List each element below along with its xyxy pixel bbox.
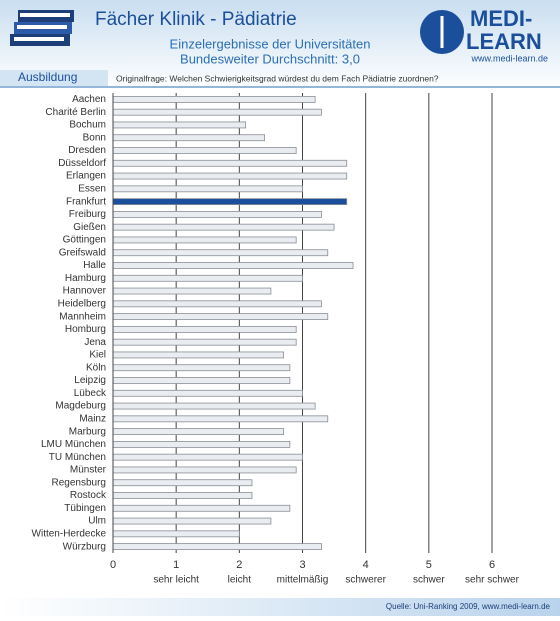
bar [112, 287, 272, 295]
bar [112, 325, 297, 333]
bar [112, 351, 284, 359]
bar [112, 223, 335, 231]
bar [112, 453, 303, 461]
y-tick-label: Homburg [65, 324, 106, 335]
y-tick-label: Regensburg [52, 477, 106, 488]
bar [112, 159, 348, 167]
bar [112, 543, 322, 551]
y-tick-label: Düsseldorf [58, 158, 106, 169]
x-tick-label: 3 [299, 559, 305, 571]
y-tick-label: Erlangen [66, 171, 106, 182]
bar [112, 210, 322, 218]
question: Originalfrage: Welchen Schwierigkeitsgra… [116, 73, 439, 83]
bar [112, 415, 329, 423]
x-tick-label: 4 [363, 559, 369, 571]
bar [112, 402, 316, 410]
y-tick-label: Heidelberg [58, 298, 106, 309]
y-tick-label: Charité Berlin [45, 107, 106, 118]
x-tick-name: sehr schwer [465, 575, 520, 586]
y-tick-label: Mannheim [59, 311, 106, 322]
bar [112, 185, 303, 193]
x-tick-name: leicht [228, 575, 252, 586]
y-tick-label: Köln [86, 362, 106, 373]
bar [112, 262, 354, 269]
y-tick-label: Tübingen [64, 503, 106, 514]
bar [112, 338, 297, 346]
section-label: Ausbildung [18, 70, 77, 84]
x-tick-name: schwer [413, 575, 445, 586]
bar [112, 121, 247, 129]
y-tick-label: Aachen [72, 94, 106, 105]
average-note: Bundesweiter Durchschnitt: 3,0 [180, 51, 360, 66]
y-tick-label: Bonn [83, 132, 106, 143]
x-tick-label: 1 [173, 559, 179, 571]
y-tick-label: Ulm [88, 516, 106, 527]
y-tick-label: Gießen [73, 222, 106, 233]
section-tab [0, 70, 108, 86]
y-tick-label: Greifswald [59, 247, 106, 258]
y-tick-label: Göttingen [63, 235, 106, 246]
bar [112, 134, 266, 142]
y-tick-label: Freiburg [69, 209, 106, 220]
x-tick-label: 5 [426, 559, 432, 571]
y-tick-label: Magdeburg [55, 401, 106, 412]
y-tick-label: Jena [84, 337, 106, 348]
x-tick-label: 6 [489, 559, 495, 571]
source: Quelle: Uni-Ranking 2009, www.medi-learn… [386, 602, 551, 611]
bar [112, 236, 297, 244]
y-tick-label: Essen [78, 183, 106, 194]
bar [112, 428, 284, 436]
bar [112, 249, 329, 257]
bar [112, 479, 253, 487]
y-tick-label: LMU München [41, 439, 106, 450]
book-icon [10, 10, 74, 46]
footer-band [0, 598, 560, 616]
y-tick-label: Leipzig [74, 375, 106, 386]
x-tick-name: schwerer [345, 575, 386, 586]
bar [112, 364, 291, 372]
bar [112, 466, 297, 474]
y-tick-label: Hannover [63, 286, 107, 297]
y-tick-label: Dresden [68, 145, 106, 156]
bar [112, 147, 297, 154]
y-tick-label: Rostock [70, 490, 107, 501]
x-tick-name: mittelmäßig [277, 575, 329, 586]
bar [112, 389, 303, 397]
bar [112, 300, 322, 308]
bar [112, 172, 348, 180]
y-tick-label: Witten-Herdecke [32, 528, 107, 539]
bar [112, 313, 329, 321]
y-tick-label: Lübeck [74, 388, 107, 399]
bar [112, 504, 291, 512]
bar [112, 517, 272, 525]
bar [112, 274, 303, 282]
x-tick-label: 2 [236, 559, 242, 571]
y-tick-label: Kiel [89, 350, 106, 361]
y-tick-label: Mainz [79, 413, 106, 424]
y-tick-label: Würzburg [63, 541, 106, 552]
y-tick-label: Hamburg [65, 273, 106, 284]
y-tick-label: Bochum [69, 120, 106, 131]
y-tick-label: TU München [49, 452, 106, 463]
title: Fächer Klinik - Pädiatrie [95, 9, 297, 30]
y-tick-label: Marburg [69, 426, 106, 437]
y-tick-label: Frankfurt [66, 196, 106, 207]
logo-text: LEARN [466, 29, 542, 54]
bar [112, 440, 291, 448]
logo-text: MEDI- [470, 6, 532, 31]
bar [112, 377, 291, 384]
subtitle: Einzelergebnisse der Universitäten [170, 36, 371, 51]
logo-url: www.medi-learn.de [470, 53, 548, 63]
bar [112, 492, 253, 499]
bar [112, 95, 316, 103]
y-tick-label: Münster [70, 465, 107, 476]
bar [112, 530, 240, 538]
bar [112, 108, 322, 116]
bar [112, 198, 348, 206]
x-tick-name: sehr leicht [153, 575, 199, 586]
x-tick-label: 0 [110, 559, 116, 571]
logo: MEDI- LEARN www.medi-learn.de [420, 6, 548, 63]
y-tick-label: Halle [83, 260, 106, 271]
